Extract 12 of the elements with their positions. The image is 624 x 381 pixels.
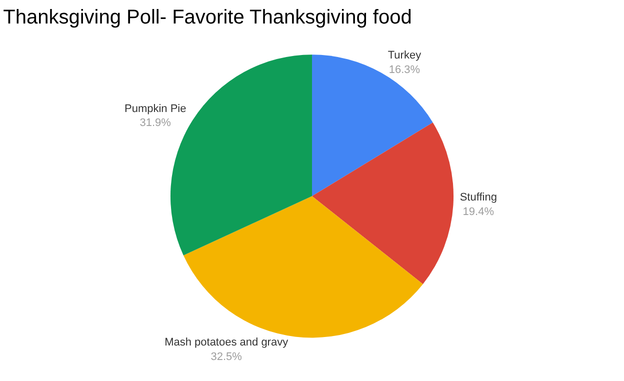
pie-slice: [312, 122, 454, 284]
slice-label: Mash potatoes and gravy: [164, 336, 289, 349]
data-label: 16.3%: [388, 64, 420, 76]
slice-label: Turkey: [388, 50, 422, 62]
slice-label: Pumpkin Pie: [124, 102, 186, 115]
slice-label: Stuffing: [460, 192, 497, 204]
pie-slice: [183, 196, 423, 338]
data-label: 32.5%: [210, 350, 242, 363]
data-label: 19.4%: [462, 206, 494, 218]
data-label: 31.9%: [140, 117, 172, 130]
chart-title: Thanksgiving Poll- Favorite Thanksgiving food: [3, 6, 412, 29]
pie-slice: [170, 54, 312, 256]
